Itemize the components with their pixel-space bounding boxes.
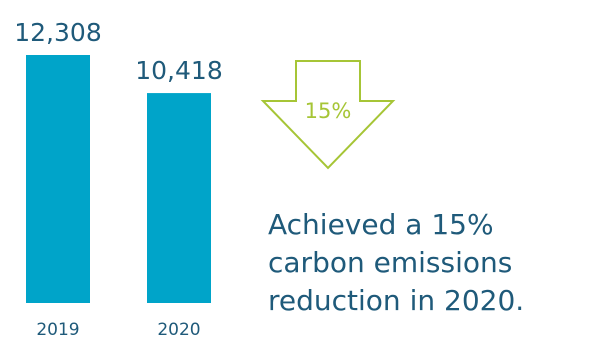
tick-label-2020: 2020	[157, 320, 200, 340]
headline-line-3: reduction in 2020.	[268, 284, 525, 317]
tick-label-2019: 2019	[36, 320, 79, 340]
bar-2020	[147, 93, 211, 303]
headline-line-1: Achieved a 15%	[268, 208, 494, 241]
value-label-2019: 12,308	[14, 18, 101, 47]
headline: Achieved a 15% carbon emissions reductio…	[268, 206, 608, 320]
down-arrow-shape	[260, 60, 396, 170]
reduction-percent-label: 15%	[305, 99, 352, 123]
value-label-2020: 10,418	[135, 56, 222, 85]
bar-2019	[26, 55, 90, 303]
bar-series: 12,308 2019 10,418 2020	[14, 18, 222, 340]
down-arrow-icon: 15%	[260, 60, 396, 170]
headline-line-2: carbon emissions	[268, 246, 513, 279]
